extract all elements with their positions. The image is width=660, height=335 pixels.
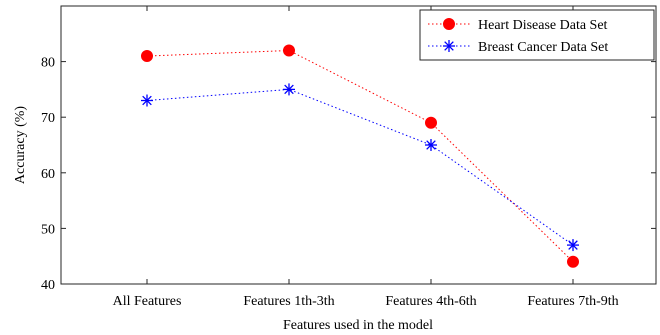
x-tick-label: All Features: [113, 294, 182, 309]
x-tick-label: Features 7th-9th: [527, 294, 618, 309]
data-point-marker: [283, 83, 295, 96]
legend-marker: [443, 40, 455, 52]
y-tick-label: 50: [41, 222, 55, 237]
y-tick-label: 40: [41, 278, 55, 293]
legend-label: Heart Disease Data Set: [478, 18, 608, 33]
series-layer: [141, 44, 579, 268]
data-point-marker: [567, 255, 579, 268]
x-axis-label: Features used in the model: [283, 318, 433, 333]
legend-marker: [443, 18, 455, 30]
x-tick-label: Features 1th-3th: [243, 294, 334, 309]
y-tick-label: 60: [41, 167, 55, 182]
data-point-marker: [141, 94, 153, 107]
x-tick-label: Features 4th-6th: [385, 294, 476, 309]
legend-label: Breast Cancer Data Set: [478, 40, 608, 55]
data-point-marker: [283, 44, 295, 57]
y-tick-label: 70: [41, 111, 55, 126]
y-axis-ticks: 40 50 60 70 80: [41, 56, 656, 293]
y-axis-label: Accuracy (%): [13, 106, 28, 184]
y-tick-label: 80: [41, 56, 55, 71]
data-point-marker: [425, 139, 437, 151]
data-point-marker: [141, 50, 153, 63]
x-axis-ticks: All Features Features 1th-3th Features 4th…: [113, 6, 619, 309]
data-point-marker: [425, 116, 437, 129]
legend-box: [419, 9, 655, 61]
data-point-marker: [567, 239, 579, 252]
series-line: [146, 49, 574, 263]
legend: Heart Disease Data Set Breast Cancer Data…: [419, 9, 655, 61]
